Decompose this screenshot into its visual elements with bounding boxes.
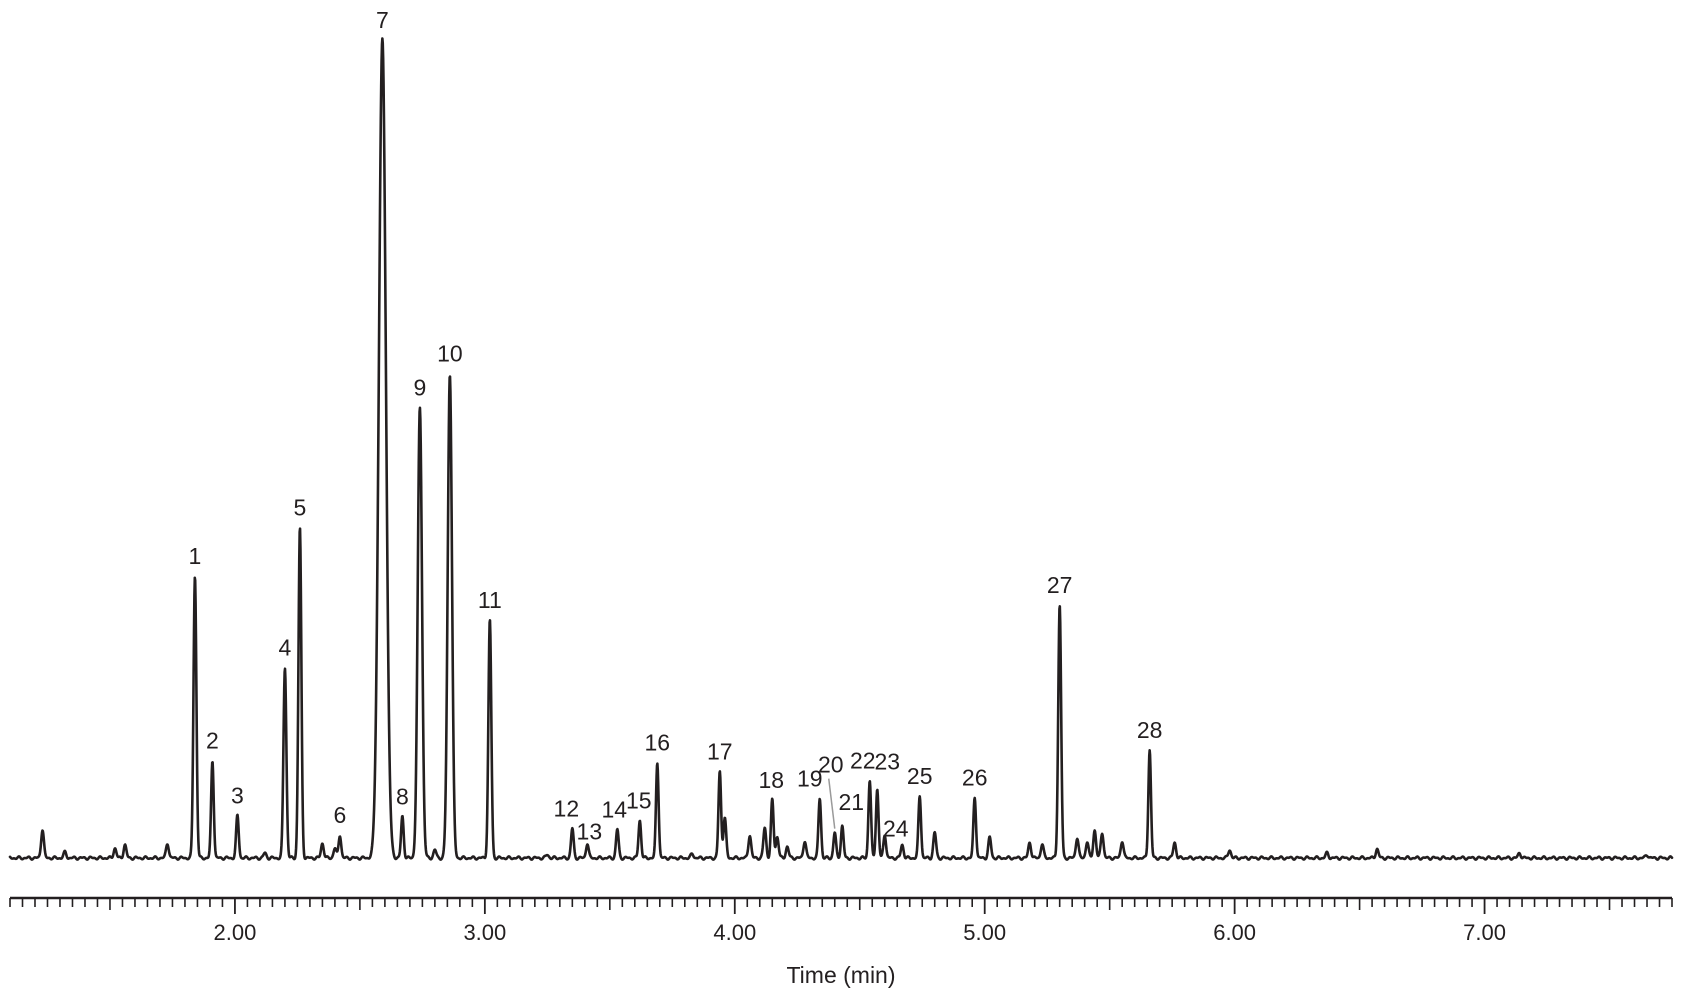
peak-label-10: 10 (437, 341, 463, 367)
peak-label-27: 27 (1047, 572, 1073, 598)
peak-label-1: 1 (189, 543, 202, 569)
x-tick-label: 7.00 (1463, 920, 1506, 945)
peak-label-21: 21 (838, 789, 864, 815)
peak-label-25: 25 (907, 763, 933, 789)
chromatogram-trace (8, 37, 1674, 861)
peak-label-11: 11 (478, 587, 502, 613)
x-tick-label: 4.00 (713, 920, 756, 945)
peak-label-14: 14 (602, 796, 628, 822)
peak-label-15: 15 (626, 787, 652, 813)
peak-label-4: 4 (279, 634, 292, 660)
peak-label-28: 28 (1137, 717, 1163, 743)
peak-label-23: 23 (874, 748, 900, 774)
x-tick-label: 6.00 (1213, 920, 1256, 945)
peak-20-leader-line (828, 778, 836, 829)
x-tick-label: 2.00 (214, 920, 257, 945)
peak-label-2: 2 (206, 728, 219, 754)
peak-label-24: 24 (883, 815, 909, 841)
peak-label-18: 18 (758, 767, 784, 793)
x-axis-title: Time (min) (786, 962, 895, 988)
peak-label-16: 16 (645, 729, 671, 755)
peak-label-17: 17 (707, 738, 733, 764)
peak-label-6: 6 (334, 802, 347, 828)
x-axis: 2.00 3.00 4.00 5.00 6.00 7.00 (9, 896, 1673, 945)
x-tick-label: 3.00 (463, 920, 506, 945)
peak-label-12: 12 (554, 796, 580, 822)
x-axis-ticks (9, 898, 1673, 914)
peak-label-19: 19 (797, 765, 823, 791)
peak-label-8: 8 (396, 783, 409, 809)
peak-label-26: 26 (962, 764, 988, 790)
peak-label-20: 20 (818, 752, 844, 778)
peak-label-3: 3 (231, 782, 244, 808)
peak-label-9: 9 (413, 374, 426, 400)
peak-label-13: 13 (577, 818, 603, 844)
x-axis-tick-labels: 2.00 3.00 4.00 5.00 6.00 7.00 (214, 920, 1506, 945)
peak-label-5: 5 (294, 495, 307, 521)
peak-label-22: 22 (850, 747, 876, 773)
peak-label-7: 7 (376, 7, 389, 33)
x-tick-label: 5.00 (963, 920, 1006, 945)
